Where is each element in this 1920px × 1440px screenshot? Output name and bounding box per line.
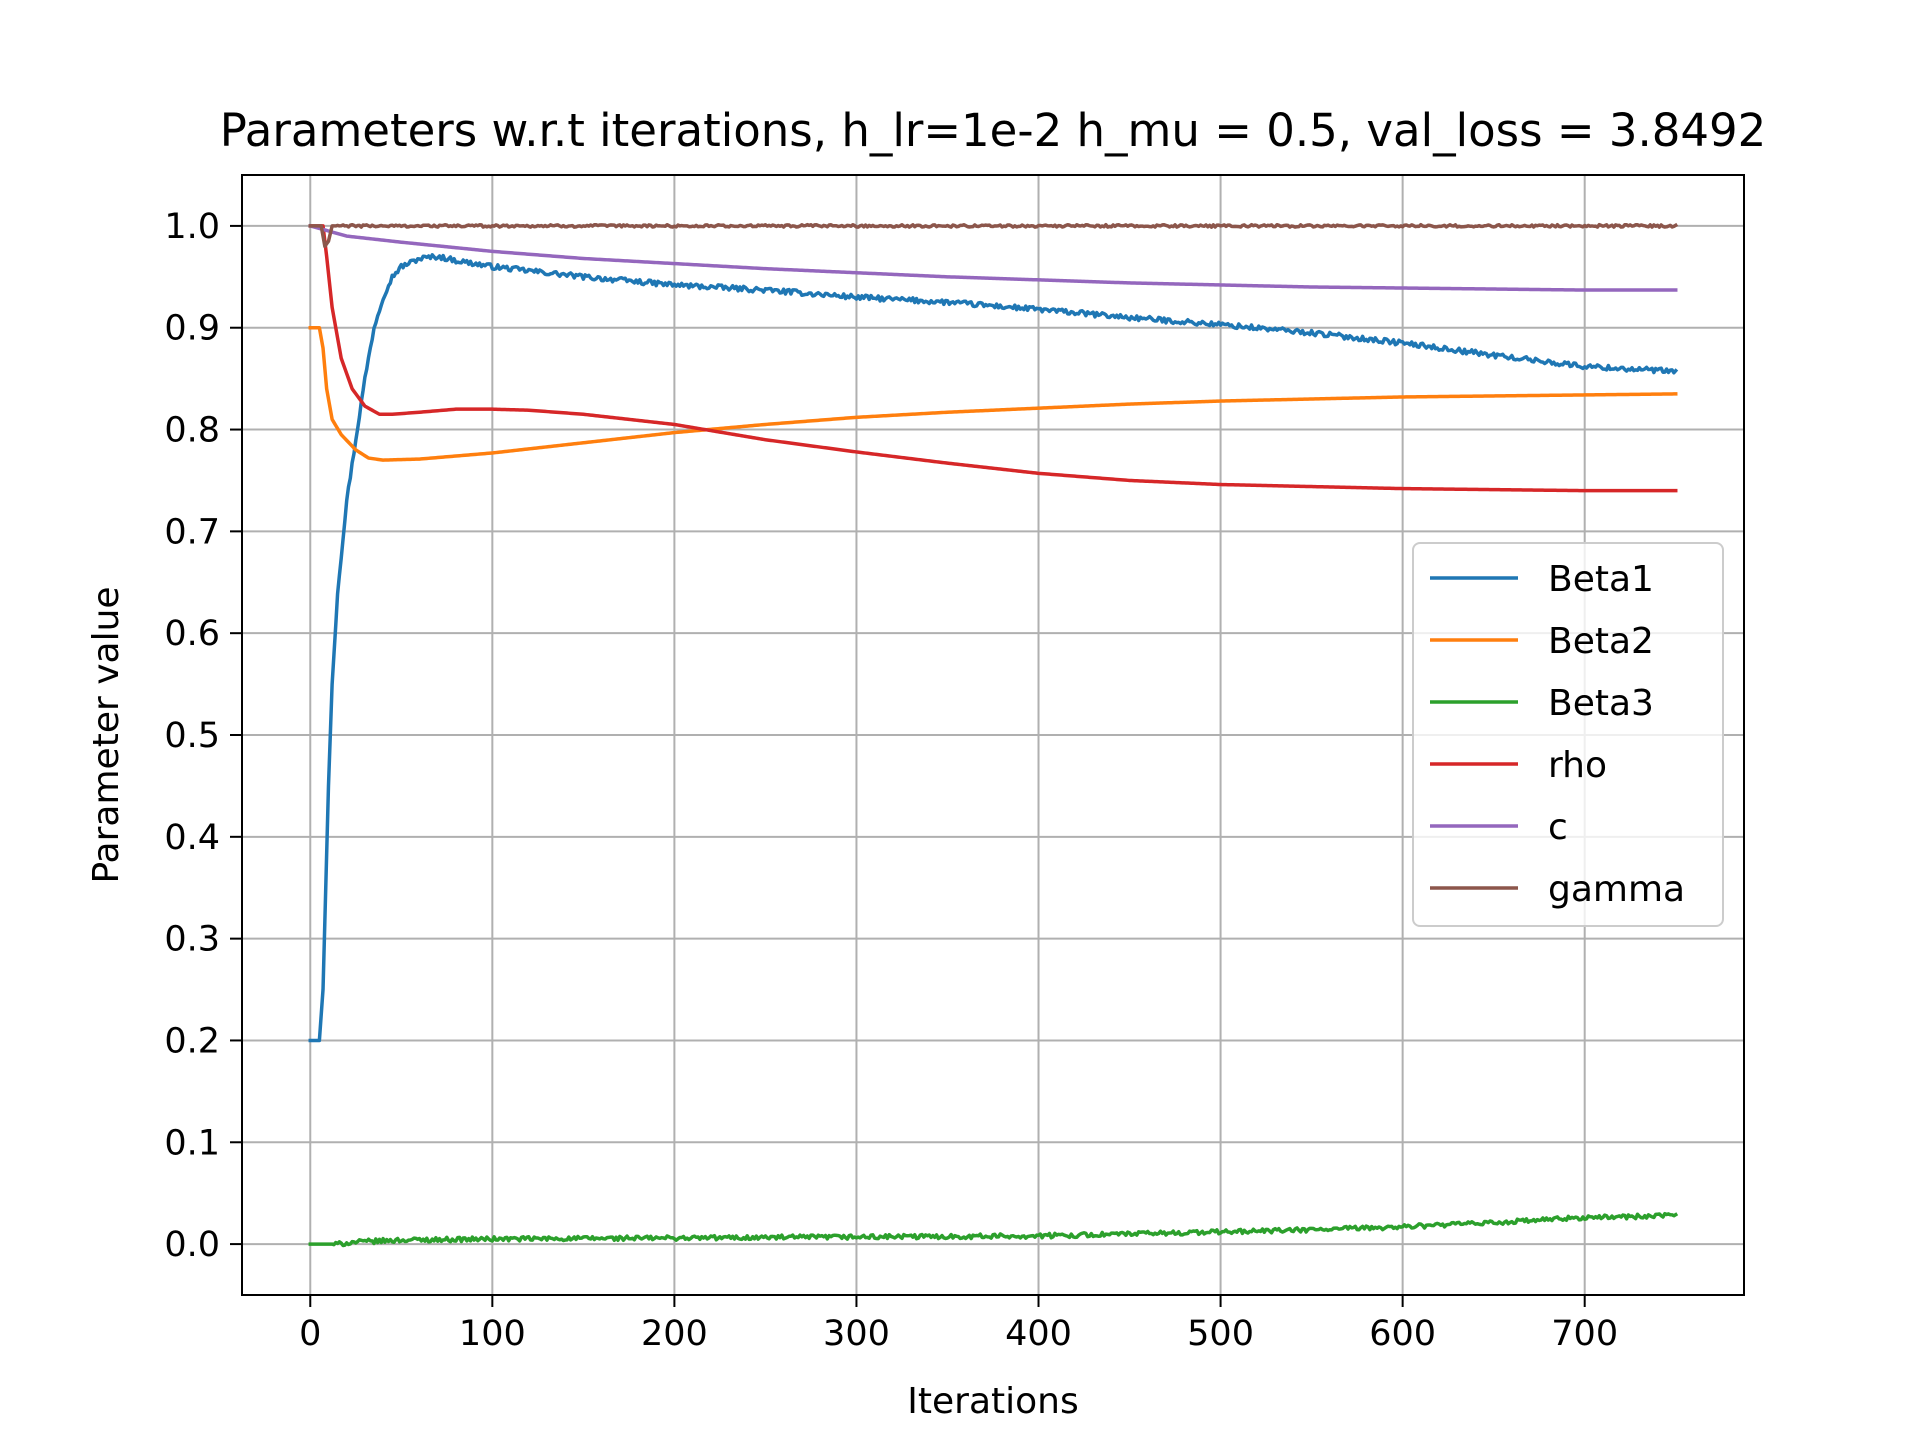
y-tick-label: 0.3 [164, 920, 220, 960]
y-tick-label: 0.0 [164, 1225, 220, 1265]
series-line-beta2 [308, 325, 1678, 462]
chart-title: Parameters w.r.t iterations, h_lr=1e-2 h… [220, 104, 1767, 157]
legend-label-c: c [1548, 807, 1568, 848]
x-tick-label: 400 [1005, 1314, 1072, 1354]
y-axis: 0.0 0.1 0.2 0.3 0.4 0.5 0.6 0.7 0.8 0.9 1.0 [164, 207, 242, 1265]
y-tick-label: 0.2 [164, 1021, 220, 1061]
x-tick-label: 600 [1369, 1314, 1436, 1354]
y-tick-label: 0.5 [164, 716, 220, 756]
series-line-beta3 [308, 1211, 1679, 1248]
y-axis-label: Parameter value [86, 586, 127, 883]
series-line-rho [308, 224, 1678, 493]
x-tick-label: 700 [1551, 1314, 1618, 1354]
legend-label-beta1: Beta1 [1548, 559, 1654, 600]
series-line-beta1 [308, 253, 1679, 1043]
y-tick-label: 0.6 [164, 614, 220, 654]
legend-label-beta3: Beta3 [1548, 683, 1654, 724]
y-tick-label: 1.0 [164, 207, 220, 247]
legend-label-rho: rho [1548, 745, 1607, 786]
series-line-c [308, 223, 1678, 292]
y-tick-label: 0.9 [164, 309, 220, 349]
y-tick-label: 0.1 [164, 1123, 220, 1163]
x-axis-label: Iterations [907, 1381, 1078, 1422]
x-tick-label: 500 [1187, 1314, 1254, 1354]
series-line-gamma [308, 222, 1679, 249]
y-tick-label: 0.7 [164, 512, 220, 552]
x-tick-label: 300 [823, 1314, 890, 1354]
y-tick-label: 0.4 [164, 818, 220, 858]
x-tick-label: 100 [459, 1314, 526, 1354]
y-tick-label: 0.8 [164, 411, 220, 451]
legend: Beta1 Beta2 Beta3 rho c gamma [1412, 542, 1724, 927]
series-lines [308, 222, 1679, 1248]
x-tick-label: 0 [299, 1314, 321, 1354]
legend-label-beta2: Beta2 [1548, 621, 1654, 662]
x-tick-label: 200 [641, 1314, 708, 1354]
legend-label-gamma: gamma [1548, 869, 1685, 910]
x-axis: 0 100 200 300 400 500 600 700 [299, 1295, 1618, 1354]
